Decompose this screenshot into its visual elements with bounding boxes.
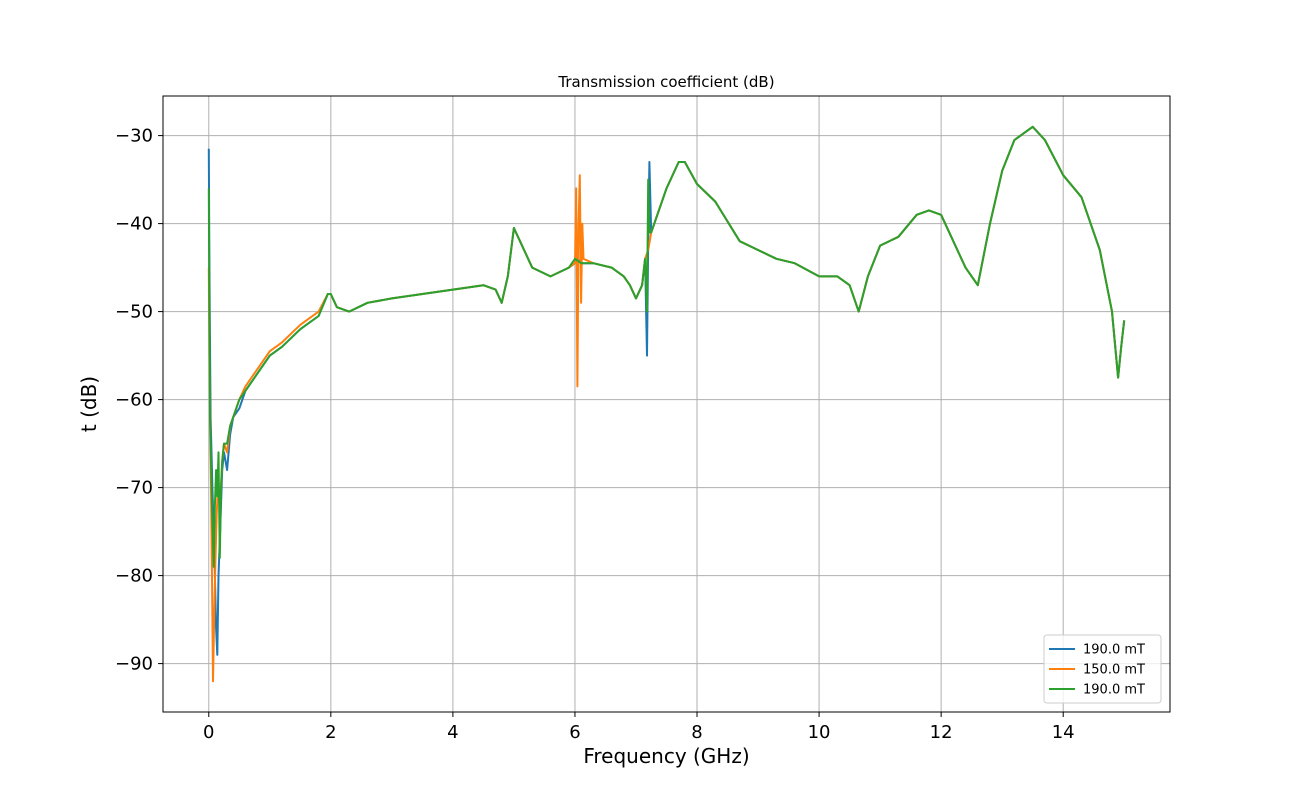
grid [163,96,1170,712]
plot-area-frame [162,95,1171,713]
y-axis-label: t (dB) [77,376,101,432]
legend-label-0: 190.0 mT [1083,643,1145,658]
x-tick-label-4: 8 [691,722,702,743]
y-tick-label-5: −40 [115,214,153,235]
x-tick-label-6: 12 [930,722,953,743]
plot-series [207,125,1126,683]
y-tick-label-2: −70 [115,478,153,499]
axis-ticks: 0 2 4 6 8 10 12 14 −90 −80 −70 −60 −50 −40 −30 [115,126,1075,743]
chart-title: Transmission coefficient (dB) [557,73,774,91]
legend: 190.0 mT 150.0 mT 190.0 mT [1043,634,1162,704]
y-tick-label-4: −50 [115,302,153,323]
legend-label-1: 150.0 mT [1083,663,1145,678]
y-tick-label-3: −60 [115,390,153,411]
series-line-2 [207,125,1126,568]
x-axis-label: Frequency (GHz) [583,744,749,768]
x-tick-label-7: 14 [1052,722,1075,743]
x-tick-label-5: 10 [808,722,831,743]
legend-box [1043,634,1162,704]
legend-label-2: 190.0 mT [1083,683,1145,698]
y-tick-label-0: −90 [115,654,153,675]
x-tick-label-0: 0 [203,722,214,743]
x-tick-label-1: 2 [325,722,336,743]
x-tick-label-2: 4 [447,722,458,743]
x-tick-label-3: 6 [569,722,580,743]
y-tick-label-6: −30 [115,126,153,147]
y-tick-label-1: −80 [115,566,153,587]
